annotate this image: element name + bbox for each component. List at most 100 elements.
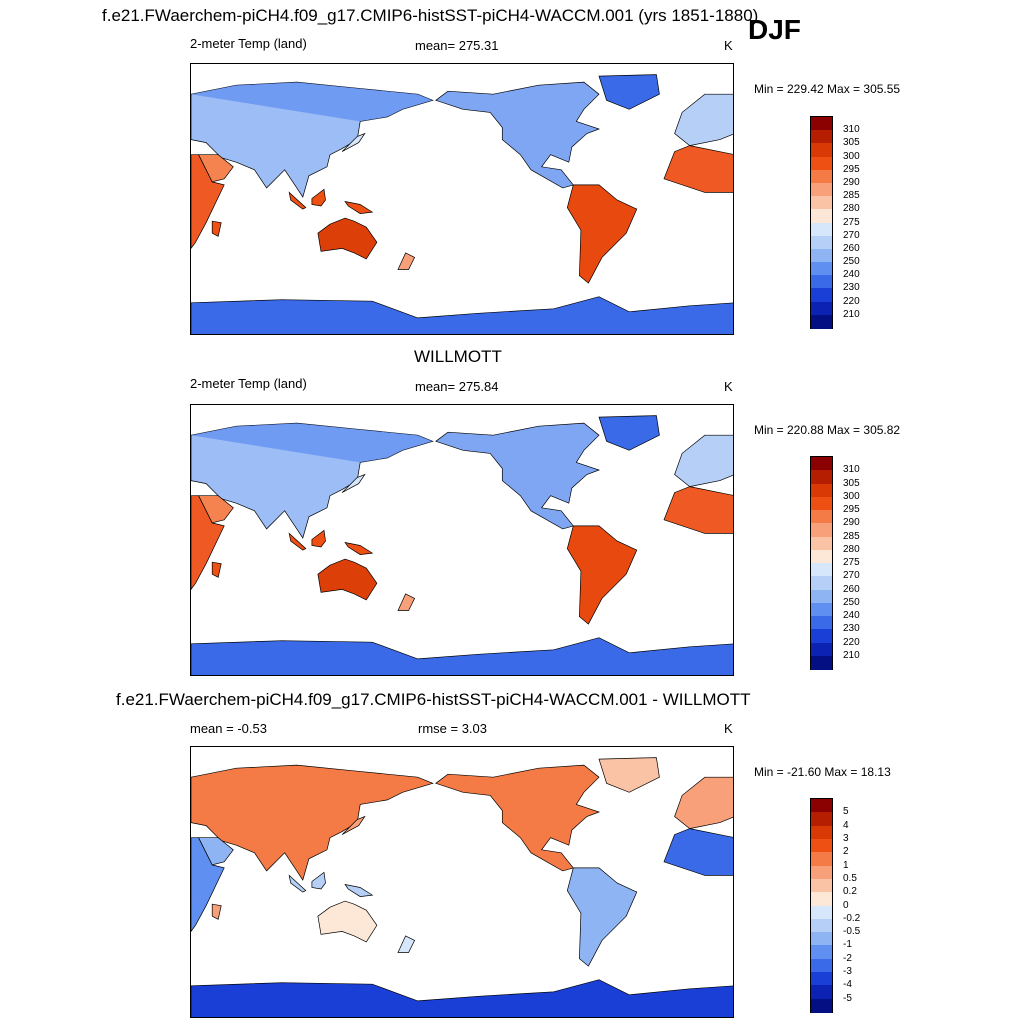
panel-2-title: WILLMOTT: [414, 347, 502, 366]
colorbar-swatch: [811, 536, 832, 551]
colorbar-tick-label: 230: [843, 623, 860, 635]
colorbar-swatch: [811, 470, 832, 485]
africa_west-landmass: [663, 486, 733, 534]
colorbar-tick-label: 290: [843, 517, 860, 529]
colorbar-tick-label: 240: [843, 269, 860, 281]
colorbar-tick-label: -5: [843, 992, 852, 1004]
colorbar-swatch: [811, 169, 832, 184]
colorbar-tick-label: -2: [843, 952, 852, 964]
namerica-landmass: [435, 422, 601, 530]
antarctica-landmass: [191, 637, 733, 675]
colorbar-tick-label: 260: [843, 242, 860, 254]
namerica-landmass: [435, 764, 601, 872]
borneo-landmass: [311, 871, 326, 890]
colorbar-tick-label: 210: [843, 649, 860, 661]
colorbar-tick-label: 220: [843, 636, 860, 648]
colorbar-tick-label: 305: [843, 477, 860, 489]
colorbar-swatch: [811, 182, 832, 197]
namerica-landmass: [435, 81, 601, 189]
samerica-landmass: [566, 525, 638, 625]
colorbar-tick-label: 295: [843, 504, 860, 515]
colorbar-swatch: [811, 945, 832, 960]
japan-landmass: [341, 473, 366, 493]
colorbar-tick-label: 2: [843, 846, 849, 858]
season-label: DJF: [748, 14, 801, 45]
colorbar-tick-label: 5: [843, 806, 849, 818]
eurasia-landmass: [191, 764, 434, 881]
colorbar-swatch: [811, 523, 832, 538]
panel-3-mean-label: mean = -0.53: [190, 721, 267, 736]
panel-1-minmax-label: Min = 229.42 Max = 305.55: [754, 82, 901, 96]
colorbar-tick-label: 260: [843, 583, 860, 595]
antarctica-landmass: [191, 296, 733, 334]
colorbar-swatch: [811, 576, 832, 591]
colorbar-swatch: [811, 314, 832, 329]
colorbar-tick-label: 4: [843, 819, 849, 831]
madagascar-landmass: [211, 220, 222, 237]
newguinea-landmass: [344, 883, 374, 897]
africa_west-landmass: [663, 828, 733, 876]
colorbar-swatch: [811, 262, 832, 276]
colorbar-tick-label: 250: [843, 256, 860, 268]
borneo-landmass: [311, 188, 326, 207]
colorbar-tick-label: 290: [843, 176, 860, 188]
panel-1-mean-label: mean= 275.31: [415, 38, 499, 53]
panel-1-variable-label: 2-meter Temp (land): [190, 36, 307, 51]
panel-1-title: f.e21.FWaerchem-piCH4.f09_g17.CMIP6-hist…: [102, 6, 759, 25]
colorbar-tick-label: -1: [843, 939, 852, 951]
colorbar-swatch: [811, 998, 832, 1013]
colorbar-swatch: [811, 288, 832, 303]
samerica-landmass: [566, 867, 638, 967]
sumatra-landmass: [288, 874, 307, 893]
greenland-landmass: [598, 415, 660, 451]
colorbar-tick-label: 285: [843, 530, 860, 542]
colorbar-swatch: [811, 483, 832, 498]
colorbar-swatch: [811, 209, 832, 224]
panel-3-rmse-label: rmse = 3.03: [418, 721, 488, 736]
greenland-landmass: [598, 74, 660, 110]
australia-landmass: [317, 900, 378, 943]
colorbar-tick-label: 280: [843, 203, 860, 215]
colorbar-swatch: [811, 589, 832, 604]
northern-cold-region: [191, 82, 433, 122]
panel-2-units-label: K: [724, 379, 733, 394]
panel-2-map: [190, 404, 734, 676]
colorbar-tick-label: 275: [843, 557, 860, 568]
antarctica-landmass: [191, 979, 733, 1017]
colorbar-tick-label: 0.2: [843, 886, 857, 898]
colorbar-swatch: [811, 629, 832, 644]
colorbar-swatch: [811, 222, 832, 237]
panel-2-mean-label: mean= 275.84: [415, 379, 499, 394]
australia-landmass: [317, 217, 378, 260]
arabia-landmass: [198, 154, 234, 183]
colorbar-swatch: [811, 878, 832, 893]
colorbar-swatch: [811, 496, 832, 511]
colorbar-tick-label: 280: [843, 543, 860, 555]
panel-3-units-label: K: [724, 721, 733, 736]
colorbar-swatch: [811, 892, 832, 907]
colorbar-swatch: [811, 143, 832, 158]
newguinea-landmass: [344, 200, 374, 214]
colorbar-tick-label: 1: [843, 859, 849, 871]
greenland-landmass: [598, 757, 660, 793]
colorbar-tick-label: 3: [843, 832, 849, 844]
colorbar-swatch: [811, 130, 832, 144]
colorbar-tick-label: -0.2: [843, 912, 861, 924]
europe_west-landmass: [674, 434, 733, 487]
colorbar-swatch: [811, 602, 832, 617]
colorbar-swatch: [811, 156, 832, 171]
panel-3-minmax-label: Min = -21.60 Max = 18.13: [754, 765, 891, 779]
colorbar-swatch: [811, 235, 832, 250]
colorbar-tick-label: 285: [843, 190, 860, 202]
colorbar-tick-label: 295: [843, 163, 860, 175]
europe_west-landmass: [674, 93, 733, 146]
panel-2-variable-label: 2-meter Temp (land): [190, 376, 307, 391]
panel-3-title: f.e21.FWaerchem-piCH4.f09_g17.CMIP6-hist…: [116, 690, 751, 709]
colorbar-tick-label: 0.5: [843, 872, 857, 884]
colorbar-tick-label: 305: [843, 137, 860, 149]
madagascar-landmass: [211, 903, 222, 920]
colorbar-swatch: [811, 985, 832, 1000]
panel-3-colorbar: [810, 798, 833, 1013]
colorbar-tick-label: 270: [843, 229, 860, 241]
colorbar-swatch: [811, 932, 832, 947]
